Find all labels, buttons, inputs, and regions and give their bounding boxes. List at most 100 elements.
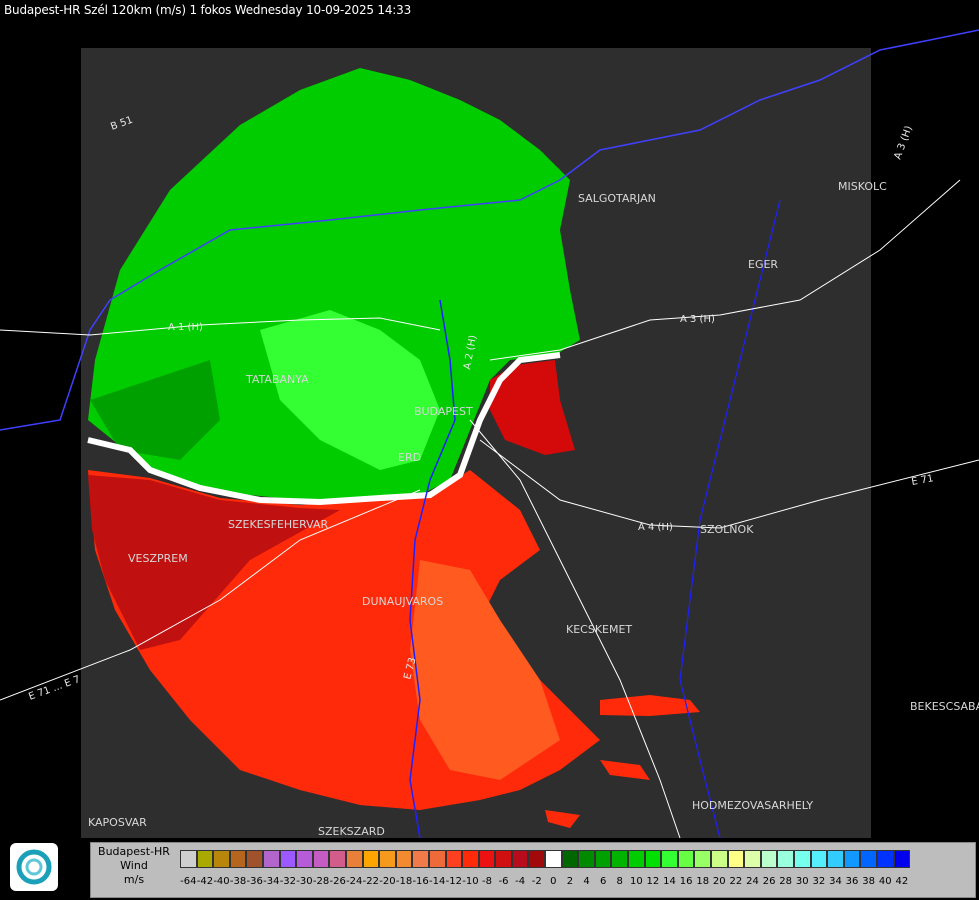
legend-tick-label: 40 (878, 876, 892, 887)
radar-echo-darkgreen (90, 360, 220, 460)
legend-tick-label: -32 (279, 876, 297, 887)
road-label-m1: A 1 (H) (168, 322, 203, 333)
country-border (0, 29, 979, 431)
radar-echo-red-east (490, 360, 575, 455)
legend-tick-label: 30 (795, 876, 809, 887)
road-label-m3-north: A 3 (H) (892, 124, 914, 161)
legend-swatch (611, 850, 629, 868)
city-label-szekszard: SZEKSZARD (318, 825, 385, 838)
legend-tick-label: -24 (346, 876, 363, 887)
legend-tick-label: 6 (599, 876, 607, 887)
legend-swatch (644, 850, 662, 868)
tisza-river (679, 199, 781, 839)
legend-swatch (810, 850, 828, 868)
legend-swatch (345, 850, 363, 868)
road-label-m4: A 4 (H) (638, 522, 673, 533)
map-title: Budapest-HR Szél 120km (m/s) 1 fokos Wed… (4, 3, 412, 17)
legend-swatch (312, 850, 330, 868)
legend-radar-name: Budapest-HR (98, 845, 170, 858)
legend-swatch (362, 850, 380, 868)
legend-tick-label: 16 (679, 876, 693, 887)
legend-tick-label: 12 (646, 876, 660, 887)
road-label-m3: A 3 (H) (680, 314, 715, 325)
city-label-miskolc: MISKOLC (838, 180, 887, 193)
legend-swatch (793, 850, 811, 868)
legend-swatch (561, 850, 579, 868)
legend-swatch (876, 850, 894, 868)
city-label-hodmezovasarhely: HODMEZOVASARHELY (692, 799, 813, 812)
legend-tick-label: 10 (629, 876, 643, 887)
velocity-legend: Budapest-HR Wind m/s -64 -42 -40 -38 -36 -34-… (90, 842, 976, 898)
legend-tick-label: 8 (616, 876, 623, 887)
legend-swatch (279, 850, 297, 868)
legend-tick-label: 38 (862, 876, 875, 887)
legend-tick-label: 24 (746, 876, 759, 887)
legend-tick-label: -12 (445, 876, 462, 887)
legend-tick-label: 22 (729, 876, 743, 887)
legend-tick-label: 0 (550, 876, 557, 887)
legend-tick-label: 34 (829, 876, 842, 887)
legend-tick-label: 28 (779, 876, 793, 887)
legend-quantity: Wind (120, 859, 148, 872)
weather-service-logo (10, 843, 58, 891)
city-label-bekescsaba: BEKESCSABA (910, 700, 979, 713)
legend-tick-label: 18 (696, 876, 710, 887)
legend-tick-label: 32 (812, 876, 826, 887)
city-label-erd: ERD (398, 451, 421, 464)
legend-swatch (777, 850, 794, 868)
legend-swatch (329, 850, 346, 868)
legend-tick-label: -8 (481, 876, 492, 887)
city-label-eger: EGER (748, 258, 778, 271)
legend-unit: m/s (123, 873, 145, 886)
legend-swatch (379, 850, 396, 868)
road-m4 (479, 439, 979, 529)
legend-tick-label: -20 (379, 876, 396, 887)
legend-tick-label: -26 (329, 876, 346, 887)
city-label-kecskemet: KECSKEMET (566, 623, 632, 636)
legend-tick-labels: -64 -42 -40 -38 -36 -34 -32 -30 -28 -26 -24 -22 -20-… (180, 876, 910, 887)
legend-swatch (727, 850, 745, 868)
legend-swatch (711, 850, 728, 868)
city-label-tatabanya: TATABANYA (245, 373, 309, 386)
city-label-szolnok: SZOLNOK (700, 523, 754, 536)
legend-swatch (296, 850, 313, 868)
legend-swatch (893, 850, 911, 868)
legend-tick-label: -14 (429, 876, 446, 887)
legend-tick-label: -10 (462, 876, 479, 887)
city-label-dunaujvaros: DUNAUJVAROS (362, 595, 443, 608)
radar-echo-orange (410, 560, 560, 780)
legend-swatch (445, 850, 463, 868)
legend-tick-label: -16 (412, 876, 429, 887)
legend-tick-label: 26 (762, 876, 776, 887)
legend-swatch (213, 850, 230, 868)
legend-swatch (246, 850, 263, 868)
legend-swatch (694, 850, 711, 868)
radar-echo-darkred (88, 475, 340, 650)
city-label-salgotarjan: SALGOTARJAN (578, 192, 656, 205)
legend-swatch (462, 850, 479, 868)
road-m5 (469, 419, 681, 839)
legend-tick-label: 42 (895, 876, 909, 887)
legend-tick-label: 2 (566, 876, 574, 887)
legend-swatch (628, 850, 645, 868)
city-label-szekesfehervar: SZEKESFEHERVAR (228, 518, 329, 531)
radar-echo-lightgreen (260, 310, 440, 470)
legend-tick-label: -4 (515, 876, 526, 887)
city-label-veszprem: VESZPREM (128, 552, 188, 565)
legend-swatch (578, 850, 595, 868)
legend-tick-label: -40 (213, 876, 230, 887)
legend-tick-label: -42 (196, 876, 214, 887)
legend-swatch (594, 850, 612, 868)
legend-swatch (428, 850, 446, 868)
swirl-icon (16, 849, 52, 885)
legend-tick-label: -22 (362, 876, 379, 887)
legend-swatch (395, 850, 413, 868)
legend-tick-label: -34 (263, 876, 280, 887)
legend-tick-label: -64 (180, 876, 197, 887)
legend-swatch (412, 850, 429, 868)
legend-swatch (180, 850, 197, 868)
city-label-kaposvar: KAPOSVAR (88, 816, 147, 829)
radar-zero-line (87, 352, 561, 506)
legend-color-scale (180, 850, 911, 868)
legend-swatch (478, 850, 496, 868)
